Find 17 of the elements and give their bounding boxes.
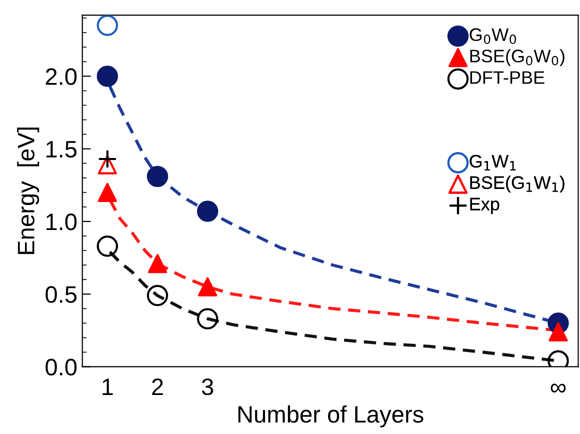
legend-label: Exp: [470, 198, 500, 214]
x-tick-label: 2: [152, 378, 163, 395]
legend-label: G$_{1}$W$_{1}$: [470, 154, 516, 170]
legend-label: BSE(G$_{0}$W$_{0}$): [470, 49, 564, 66]
x-tick-label: 3: [202, 378, 214, 396]
x-tick-label: 1: [102, 378, 113, 395]
y-axis-title: Energy [eV]: [17, 128, 40, 254]
legend-label: DFT-PBE: [470, 71, 544, 84]
x-axis-title: Number of Layers: [238, 405, 424, 428]
y-tick-label: 1.0: [46, 214, 77, 230]
legend-label: BSE(G$_{1}$W$_{1}$): [470, 176, 564, 193]
legend-label: G$_{0}$W$_{0}$: [470, 28, 516, 44]
y-tick-label: 0.5: [46, 286, 77, 303]
y-tick-label: 2.0: [46, 68, 77, 85]
y-tick-label: 1.5: [46, 141, 77, 158]
y-tick-label: 0.0: [46, 358, 77, 376]
x-tick-label: ∞: [550, 384, 566, 393]
